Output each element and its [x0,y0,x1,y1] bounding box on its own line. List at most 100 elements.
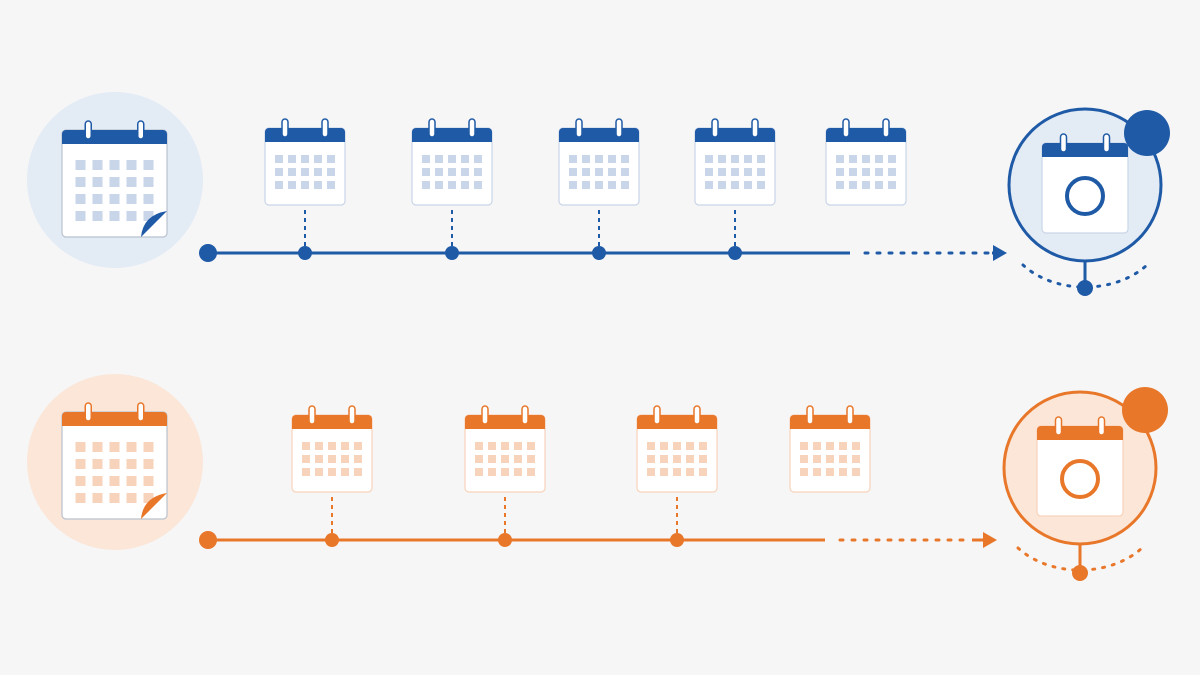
calendar [411,118,493,206]
calendar-day [92,493,103,503]
milestone-dot [728,246,742,260]
calendar-day [75,160,86,170]
calendar-day [109,476,120,486]
calendar-day [569,181,577,189]
milestone-dot [498,533,512,547]
milestone-dot [592,246,606,260]
calendar-day [475,442,483,450]
calendar-day [126,476,137,486]
calendar-day [699,468,707,476]
calendar-day [488,442,496,450]
calendar-day [75,177,86,187]
arrow-head [993,245,1007,261]
calendar-day [109,194,120,204]
calendar-day [673,442,681,450]
calendar-day [826,468,834,476]
calendar-day [288,181,296,189]
calendar-day [826,455,834,463]
calendar-day [448,181,456,189]
calendar-day [849,181,857,189]
calendar-day [301,168,309,176]
goal-badge [1124,110,1170,156]
calendar-day [849,168,857,176]
calendar-day [126,459,137,469]
calendar-ring [84,120,92,140]
calendar-day [92,194,103,204]
calendar-ring [575,118,583,138]
calendar [291,405,373,493]
calendar-header [62,412,167,426]
calendar-day [314,168,322,176]
calendar-ring [882,118,890,138]
calendar-day [718,168,726,176]
milestone-dot [298,246,312,260]
calendar-day [314,181,322,189]
calendar-day [143,493,154,503]
calendar [825,118,907,206]
calendar-ring [84,402,92,422]
calendar-day [673,455,681,463]
calendar-day [422,168,430,176]
calendar-day [314,155,322,163]
calendar-day [301,155,309,163]
goal-foot [1077,280,1093,296]
calendar-day [143,177,154,187]
calendar-day [302,468,310,476]
calendar-day [315,455,323,463]
calendar-day [474,168,482,176]
calendar-day [143,160,154,170]
calendar-ring [428,118,436,138]
calendar-day [126,160,137,170]
calendar-ring [348,405,356,425]
calendar-day [341,455,349,463]
calendar-day [143,442,154,452]
calendar-day [836,155,844,163]
calendar-ring [321,118,329,138]
calendar-day [673,468,681,476]
calendar-day [862,168,870,176]
calendar-day [582,155,590,163]
calendar-day [143,211,154,221]
calendar-day [852,442,860,450]
calendar-day [288,155,296,163]
calendar-day [744,168,752,176]
calendar-day [126,177,137,187]
calendar-day [888,168,896,176]
calendar-ring [693,405,701,425]
calendar-ring [468,118,476,138]
calendar-day [595,181,603,189]
calendar-day [327,155,335,163]
calendar-ring [1102,133,1111,153]
calendar-day [327,168,335,176]
calendar-day [143,194,154,204]
calendar-day [315,468,323,476]
calendar-day [569,168,577,176]
calendar-day [686,468,694,476]
calendar-day [435,155,443,163]
calendar-ring [711,118,719,138]
calendar-day [92,177,103,187]
calendar-day [595,168,603,176]
calendar-header [465,415,545,429]
calendar-day [608,155,616,163]
calendar-day [109,177,120,187]
calendar-header [1037,426,1123,440]
calendar-ring [481,405,489,425]
calendar [789,405,871,493]
calendar [264,118,346,206]
calendar-ring [1059,133,1068,153]
calendar-day [488,468,496,476]
calendar-day [875,155,883,163]
calendar-day [705,181,713,189]
calendar-day [328,442,336,450]
calendar-day [448,155,456,163]
calendar-day [475,455,483,463]
calendar-day [660,455,668,463]
calendar-day [328,455,336,463]
calendar-ring [846,405,854,425]
calendar-day [527,468,535,476]
calendar-header [826,128,906,142]
calendar-day [608,181,616,189]
calendar-day [275,155,283,163]
